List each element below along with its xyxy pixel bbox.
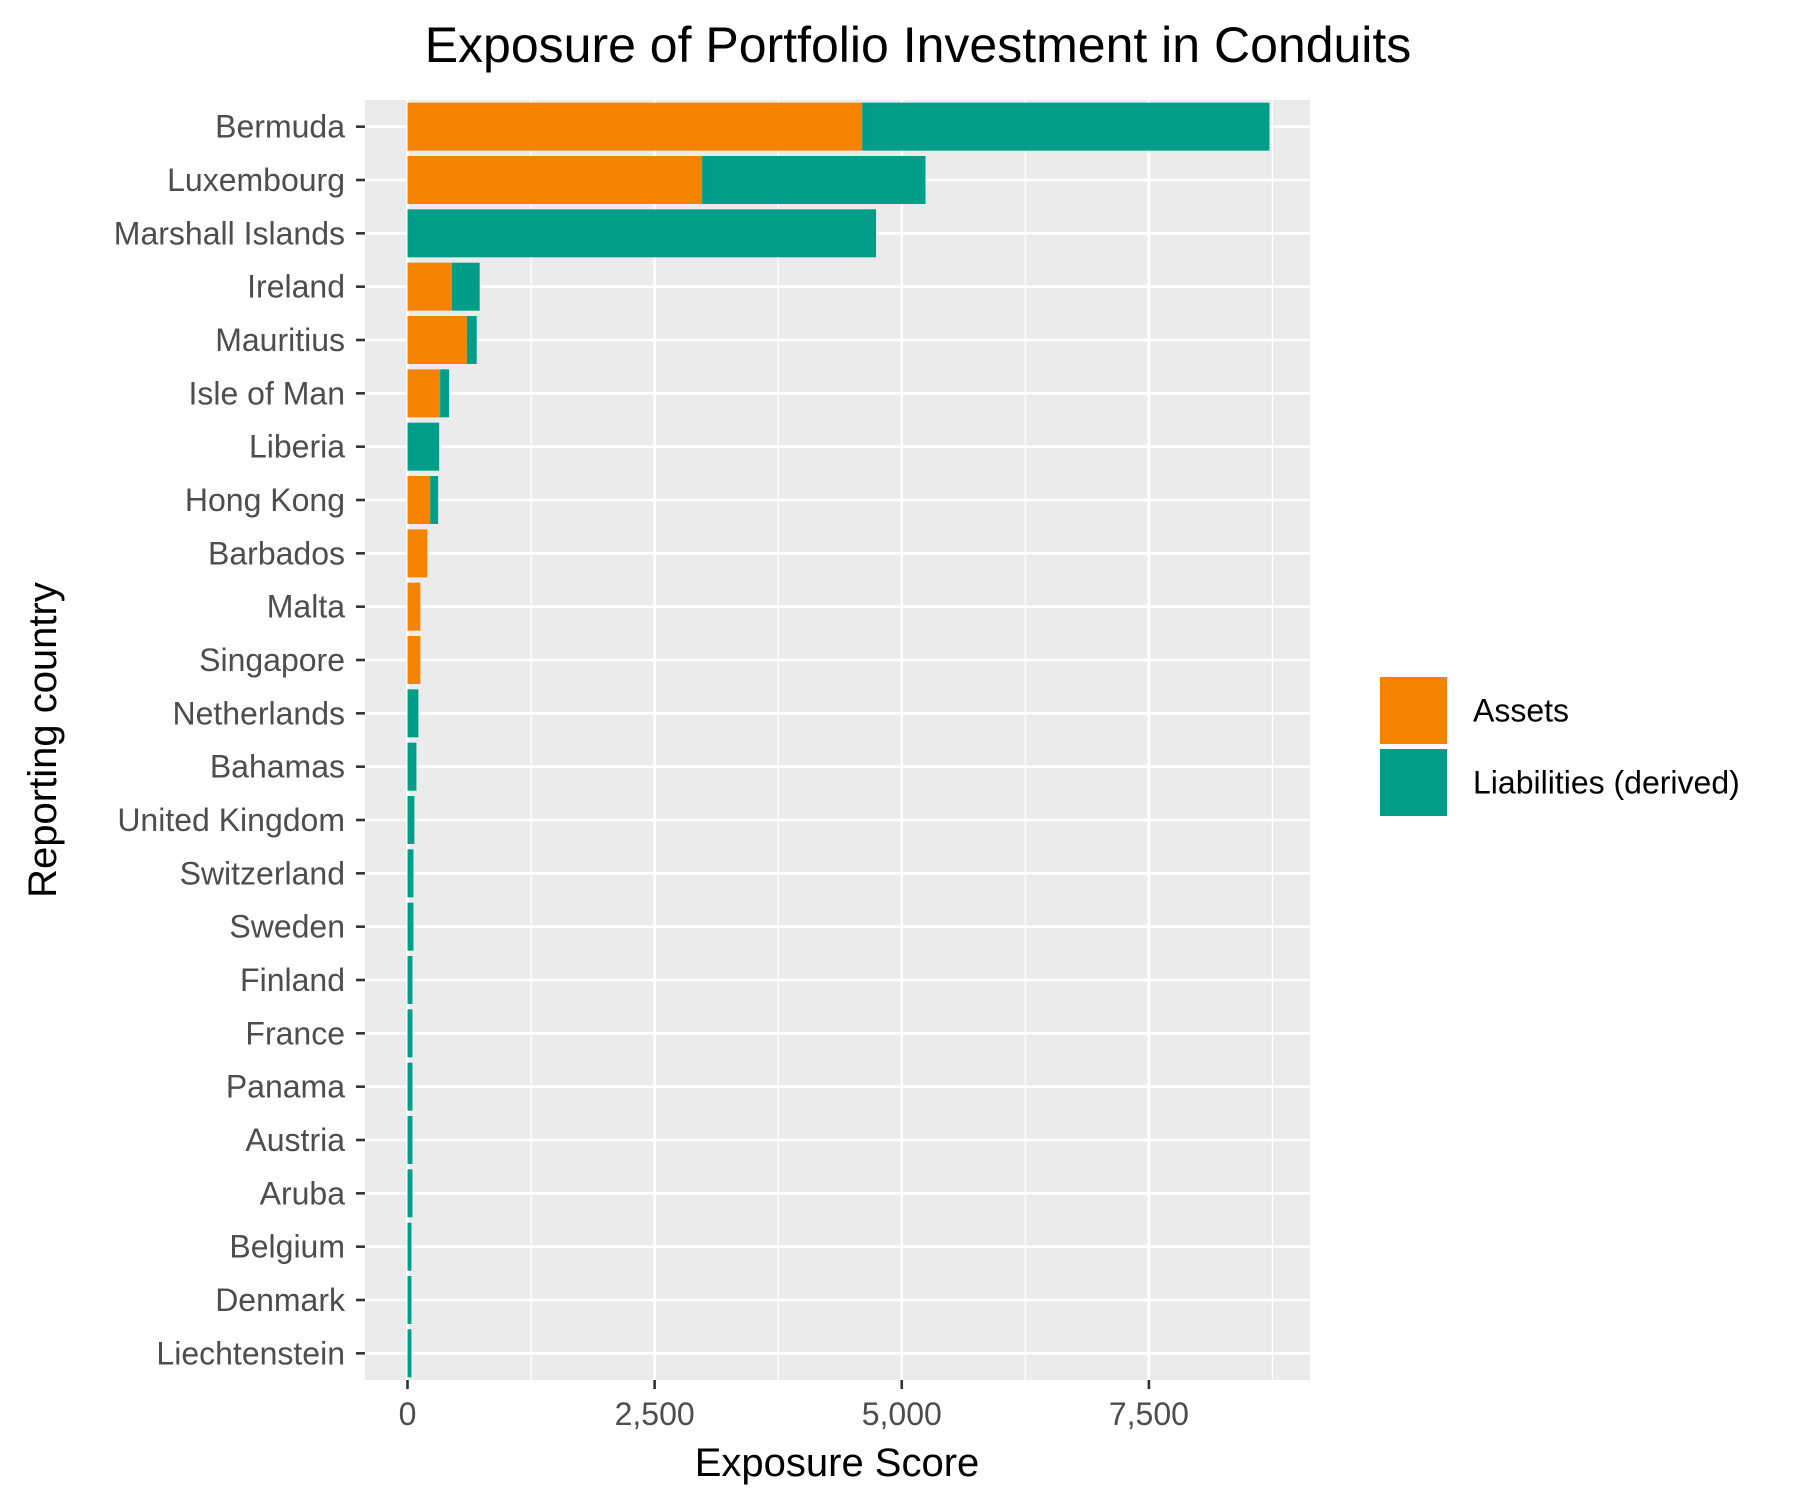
- y-tick-label: Mauritius: [215, 322, 345, 358]
- y-tick-label: Luxembourg: [167, 162, 345, 198]
- bar-liabilities: [407, 1009, 413, 1058]
- y-tick-label: Finland: [240, 962, 345, 998]
- y-axis-title: Reporting country: [21, 582, 65, 898]
- grid-minor: [530, 100, 1274, 1380]
- bar-liabilities: [407, 796, 415, 844]
- x-tick-label: 7,500: [1109, 1396, 1189, 1432]
- y-tick-label: Netherlands: [172, 695, 345, 731]
- bar-liabilities: [407, 956, 413, 1004]
- bar-assets: [407, 156, 703, 204]
- chart-title: Exposure of Portfolio Investment in Cond…: [425, 17, 1412, 73]
- bar-assets: [407, 476, 431, 524]
- y-tick-label: Belgium: [229, 1229, 345, 1265]
- grid-major: [365, 100, 1310, 1380]
- y-tick-label: Austria: [245, 1122, 345, 1158]
- y-tick-label: Hong Kong: [185, 482, 345, 518]
- y-tick-label: Marshall Islands: [114, 215, 345, 251]
- x-tick-label: 5,000: [862, 1396, 942, 1432]
- y-tick-label: United Kingdom: [117, 802, 345, 838]
- bar-liabilities: [862, 102, 1270, 151]
- y-tick-label: Malta: [267, 589, 345, 625]
- bar-assets: [407, 529, 428, 578]
- bar-liabilities: [466, 316, 477, 364]
- bar-liabilities: [407, 1222, 412, 1271]
- legend-label: Liabilities (derived): [1473, 765, 1740, 801]
- y-tick-label: Ireland: [247, 269, 345, 305]
- y-tick-label: Denmark: [215, 1282, 346, 1318]
- bar-assets: [407, 636, 421, 684]
- legend: Assets Liabilities (derived): [1380, 677, 1740, 816]
- bar-liabilities: [407, 849, 414, 898]
- y-tick-label: Bermuda: [215, 109, 345, 145]
- bar-liabilities: [407, 1062, 413, 1111]
- bar-liabilities: [451, 262, 480, 311]
- bar-assets: [407, 102, 863, 151]
- y-axis: Bermuda Luxembourg Marshall Islands Ireland…: [114, 109, 365, 1371]
- x-axis: 0 2,500 5,000 7,500: [399, 1380, 1189, 1432]
- bar-liabilities: [407, 742, 417, 791]
- bar-liabilities: [407, 209, 877, 258]
- y-tick-label: Liberia: [249, 429, 345, 465]
- x-tick-label: 2,500: [615, 1396, 695, 1432]
- bar-liabilities: [407, 1116, 413, 1164]
- bar-assets: [407, 369, 441, 418]
- bar-liabilities: [407, 1329, 412, 1378]
- bars: [407, 102, 1270, 1378]
- bar-liabilities: [407, 422, 440, 471]
- bar-liabilities: [702, 156, 926, 204]
- y-tick-label: France: [245, 1015, 345, 1051]
- y-tick-label: Switzerland: [180, 855, 345, 891]
- bar-assets: [407, 582, 421, 631]
- bar-liabilities: [407, 902, 414, 951]
- y-tick-label: Isle of Man: [188, 375, 345, 411]
- x-axis-title: Exposure Score: [695, 1441, 980, 1485]
- bar-liabilities: [440, 369, 450, 418]
- y-tick-label: Singapore: [199, 642, 345, 678]
- legend-key: [1380, 749, 1447, 816]
- y-tick-label: Sweden: [229, 909, 345, 945]
- y-tick-label: Panama: [226, 1069, 345, 1105]
- y-tick-label: Bahamas: [210, 749, 345, 785]
- bar-liabilities: [430, 476, 439, 524]
- legend-label: Assets: [1473, 693, 1569, 729]
- y-tick-label: Barbados: [208, 535, 345, 571]
- x-tick-label: 0: [399, 1396, 417, 1432]
- bar-assets: [407, 316, 467, 364]
- bar-assets: [407, 262, 452, 311]
- bar-liabilities: [407, 689, 419, 738]
- y-tick-label: Liechtenstein: [156, 1335, 345, 1371]
- bar-liabilities: [407, 1169, 413, 1218]
- plot-panel: [365, 100, 1310, 1380]
- y-tick-label: Aruba: [260, 1175, 346, 1211]
- legend-key: [1380, 677, 1447, 744]
- bar-liabilities: [407, 1276, 412, 1324]
